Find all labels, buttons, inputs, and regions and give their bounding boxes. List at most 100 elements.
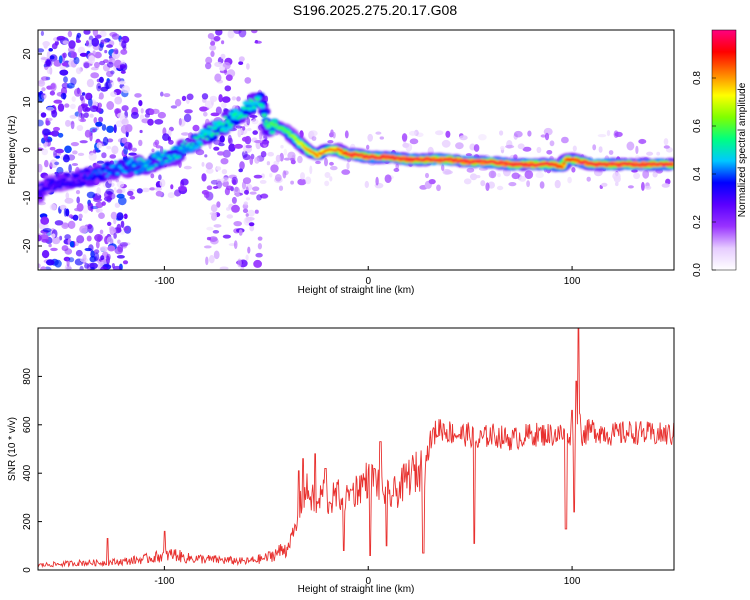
noise-speckle [72, 214, 79, 221]
noise-speckle [315, 160, 321, 165]
noise-speckle [245, 213, 249, 217]
noise-speckle [58, 55, 63, 64]
noise-speckle [341, 169, 351, 175]
ridge-point [79, 181, 86, 186]
noise-speckle [121, 40, 127, 49]
noise-speckle [106, 236, 115, 244]
ridge-point [185, 144, 189, 147]
ridge-point [150, 166, 154, 170]
ridge-point [566, 157, 570, 161]
noise-speckle [601, 182, 608, 187]
ridge-point [662, 164, 666, 167]
noise-speckle [614, 131, 623, 137]
noise-speckle [513, 130, 523, 138]
noise-speckle [174, 98, 182, 107]
ridge-point [390, 155, 395, 159]
ridge-point [205, 137, 209, 141]
ridge-point [58, 186, 63, 190]
ridge-point [521, 164, 525, 167]
ridge-point [62, 178, 67, 181]
noise-speckle [54, 161, 60, 166]
y-tick-label: 10 [22, 96, 33, 108]
noise-speckle [120, 220, 125, 228]
noise-speckle [184, 109, 193, 114]
ridge-point [299, 142, 303, 145]
noise-speckle [219, 135, 225, 143]
ridge-point [158, 158, 163, 161]
colorbar-tick-label: 0.4 [692, 167, 703, 181]
ridge-point [643, 164, 648, 167]
noise-speckle [157, 111, 166, 119]
ridge-point [274, 123, 279, 126]
ridge-point [89, 174, 93, 177]
ridge-point [160, 153, 165, 156]
noise-speckle [246, 63, 250, 70]
noise-speckle [149, 108, 155, 115]
noise-speckle [38, 110, 43, 114]
noise-speckle [46, 50, 51, 60]
noise-speckle [111, 145, 119, 155]
noise-speckle [91, 37, 100, 47]
noise-speckle [73, 56, 80, 65]
noise-speckle [64, 197, 74, 204]
noise-speckle [50, 83, 56, 90]
ridge-point [233, 112, 238, 115]
noise-speckle [646, 151, 654, 156]
noise-speckle [207, 33, 215, 40]
ridge-point [378, 156, 383, 160]
noise-speckle [213, 224, 222, 228]
ridge-point [238, 115, 242, 119]
noise-speckle [508, 182, 517, 187]
noise-speckle [206, 236, 212, 241]
noise-speckle [105, 188, 114, 195]
ridge-point [64, 183, 69, 186]
ridge-point [286, 131, 291, 135]
noise-speckle [254, 209, 259, 214]
noise-speckle [120, 64, 126, 69]
noise-speckle [201, 190, 209, 195]
noise-speckle [78, 213, 83, 219]
ridge-point [454, 157, 458, 161]
ridge-point [252, 106, 256, 109]
noise-speckle [183, 113, 192, 123]
snr-frame [37, 327, 675, 571]
noise-speckle [329, 161, 334, 166]
noise-speckle [76, 235, 85, 244]
noise-speckle [238, 61, 244, 65]
noise-speckle [117, 244, 124, 253]
noise-speckle [393, 168, 400, 172]
noise-speckle [441, 139, 451, 148]
noise-speckle [41, 87, 46, 92]
x-tick-label: 100 [564, 576, 581, 587]
noise-speckle [633, 172, 641, 180]
noise-speckle [80, 103, 89, 107]
noise-speckle [121, 137, 128, 144]
noise-speckle [592, 144, 597, 151]
noise-speckle [469, 173, 478, 181]
noise-speckle [158, 174, 162, 181]
snr-y-ticks: 0 200 400 600 800 [22, 368, 42, 573]
ridge-point [421, 159, 426, 162]
noise-speckle [367, 133, 374, 142]
noise-speckle [305, 176, 312, 185]
ridge-point [181, 149, 188, 154]
ridge-point [68, 183, 73, 186]
noise-speckle [70, 120, 75, 130]
x-tick-label: 0 [365, 276, 371, 287]
ridge-point [670, 164, 674, 167]
noise-speckle [69, 114, 78, 119]
noise-speckle [244, 189, 249, 195]
noise-speckle [241, 181, 247, 190]
noise-speckle [346, 162, 350, 170]
noise-speckle [76, 203, 84, 212]
noise-speckle [65, 192, 70, 200]
snr-panel: -100 0 100 0 200 400 600 800 Height of straigh… [7, 327, 675, 595]
ridge-point [48, 181, 52, 185]
noise-speckle [64, 264, 72, 270]
colorbar: 0.0 0.2 0.4 0.6 0.8 Normalized spectral ampl… [692, 29, 748, 277]
noise-speckle [261, 139, 270, 145]
noise-speckle [656, 151, 661, 156]
ridge-point [409, 157, 413, 160]
noise-speckle [204, 154, 208, 158]
